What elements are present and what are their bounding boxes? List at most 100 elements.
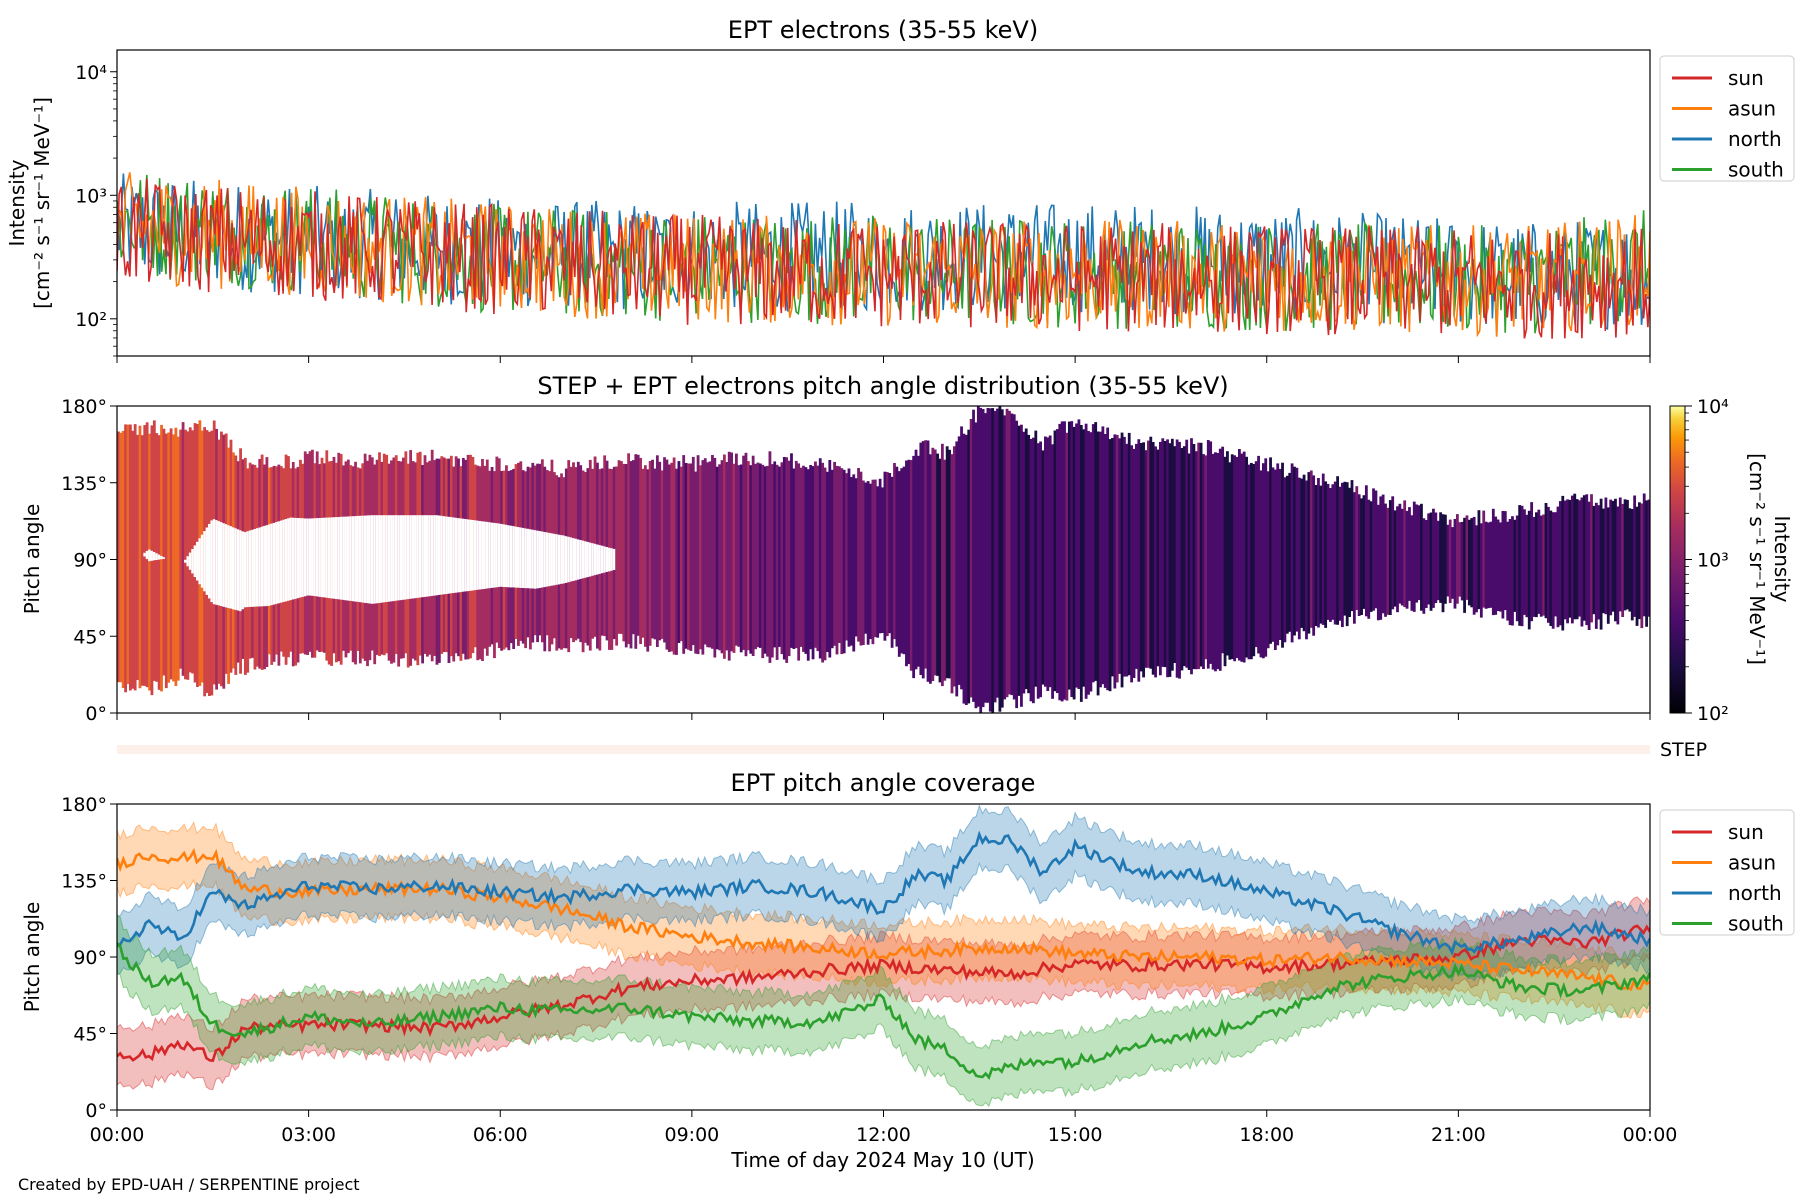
pad-heatmap-gap <box>150 550 154 561</box>
pad-heatmap-gap <box>385 515 389 602</box>
pad-heatmap-column <box>660 470 664 639</box>
pad-heatmap-column <box>663 457 666 643</box>
pad-heatmap-gap <box>246 531 250 608</box>
pad-heatmap-column <box>780 462 784 655</box>
pad-heatmap-gap <box>313 518 317 597</box>
colorbar <box>1669 405 1686 714</box>
pad-heatmap-column <box>1523 509 1526 615</box>
pad-heatmap-gap <box>414 515 417 599</box>
pad-heatmap-column <box>960 426 963 690</box>
pad-heatmap-column <box>655 455 659 647</box>
pad-heatmap-column <box>643 465 647 647</box>
legend-label-asun: asun <box>1728 97 1776 121</box>
pad-heatmap-column <box>1444 514 1447 604</box>
pad-heatmap-column <box>1185 439 1189 668</box>
pad-heatmap-column <box>900 468 904 654</box>
pad-heatmap-column <box>849 477 853 646</box>
pad-heatmap-gap <box>481 521 484 590</box>
pad-heatmap-column <box>620 461 623 634</box>
pad-heatmap-gap <box>426 515 429 597</box>
pad-heatmap-column <box>902 466 906 655</box>
intensity-legend: sun asun north south <box>1659 55 1795 182</box>
pad-heatmap-gap <box>399 515 403 601</box>
step-label: STEP <box>1660 739 1707 761</box>
colorbar-tick-label: 10³ <box>1697 550 1729 572</box>
pad-heatmap-gap <box>495 523 499 588</box>
pad-heatmap-column <box>1089 432 1093 692</box>
pad-heatmap-column <box>1573 493 1577 620</box>
pad-heatmap-column <box>1604 497 1608 615</box>
pad-heatmap-column <box>1055 429 1059 693</box>
pad-heatmap-gap <box>217 521 221 606</box>
pad-y-axis: 0° 45° 90° 135° 180° <box>61 396 117 725</box>
pad-heatmap-column <box>804 467 808 654</box>
pad-heatmap-column <box>876 486 880 638</box>
coverage-line-north <box>117 830 1650 956</box>
pad-heatmap-column <box>701 460 705 655</box>
pad-heatmap-column <box>818 458 822 659</box>
pad-heatmap-column <box>1396 506 1399 613</box>
coverage-ytick-label: 0° <box>85 1100 107 1122</box>
pad-heatmap-gap <box>579 540 583 579</box>
pad-heatmap-column <box>708 461 712 648</box>
pad-heatmap-gap <box>402 515 405 600</box>
pad-heatmap-column <box>1376 504 1380 621</box>
pad-heatmap-column <box>720 460 724 654</box>
pad-heatmap-column <box>1314 485 1318 626</box>
pad-heatmap-column <box>1261 463 1265 659</box>
pad-heatmap-gap <box>186 556 190 567</box>
pad-heatmap-column <box>725 462 729 651</box>
pad-heatmap-column <box>878 478 882 634</box>
pad-heatmap-column <box>1582 495 1586 621</box>
pad-heatmap-column <box>1269 457 1272 644</box>
pad-heatmap-gap <box>430 515 434 596</box>
pad-heatmap-gap <box>332 517 336 599</box>
pad-heatmap-column <box>1273 469 1277 650</box>
pad-heatmap-column <box>1623 499 1627 611</box>
pad-heatmap-column <box>885 472 889 637</box>
pad-heatmap-column <box>1168 443 1172 677</box>
pad-heatmap-column <box>823 467 827 661</box>
legend-label-sun: sun <box>1728 66 1764 90</box>
pad-heatmap-column <box>1489 521 1493 608</box>
pad-heatmap-gap <box>485 521 489 589</box>
pad-heatmap-column <box>1470 518 1474 608</box>
intensity-panel-title: EPT electrons (35-55 keV) <box>728 16 1038 44</box>
pad-heatmap-gap <box>277 521 281 604</box>
pad-heatmap-column <box>1111 438 1114 677</box>
pad-heatmap-gap <box>155 553 159 560</box>
pad-heatmap-column <box>1642 493 1646 617</box>
pad-heatmap-column <box>1530 502 1534 622</box>
pad-heatmap-column <box>1515 515 1519 622</box>
pad-heatmap-column <box>1341 482 1344 628</box>
pad-heatmap-column <box>1422 518 1426 614</box>
pad-heatmap-column <box>873 479 877 638</box>
pad-heatmap-column <box>1156 449 1160 667</box>
coverage-panel-title: EPT pitch angle coverage <box>731 769 1036 797</box>
pad-heatmap-gap <box>327 517 331 599</box>
pad-heatmap-gap <box>284 519 288 602</box>
pad-heatmap-gap <box>260 526 264 607</box>
pad-heatmap-column <box>758 463 762 648</box>
pad-heatmap-column <box>1065 432 1069 701</box>
pad-heatmap-gap <box>433 515 437 596</box>
pad-heatmap-column <box>1103 434 1107 688</box>
pad-heatmap-gap <box>493 522 496 588</box>
pad-heatmap-column <box>766 465 769 657</box>
pad-heatmap-column <box>691 456 695 646</box>
pad-heatmap-column <box>1611 500 1615 612</box>
pad-heatmap-column <box>1312 475 1316 636</box>
intensity-ylabel-line1: Intensity <box>5 159 29 246</box>
pad-heatmap-column <box>1144 450 1148 668</box>
pad-heatmap-gap <box>212 519 216 605</box>
pad-heatmap-column <box>1535 512 1538 618</box>
pad-heatmap-group <box>117 406 1650 713</box>
intensity-line-sun <box>117 178 1650 339</box>
pad-heatmap-column <box>1302 474 1306 632</box>
pad-heatmap-gap <box>483 521 487 589</box>
pad-heatmap-column <box>1482 510 1486 608</box>
pad-heatmap-column <box>1570 495 1574 624</box>
pad-heatmap-gap <box>548 532 552 587</box>
pad-heatmap-column <box>1417 505 1421 601</box>
pad-heatmap-column <box>730 452 733 652</box>
